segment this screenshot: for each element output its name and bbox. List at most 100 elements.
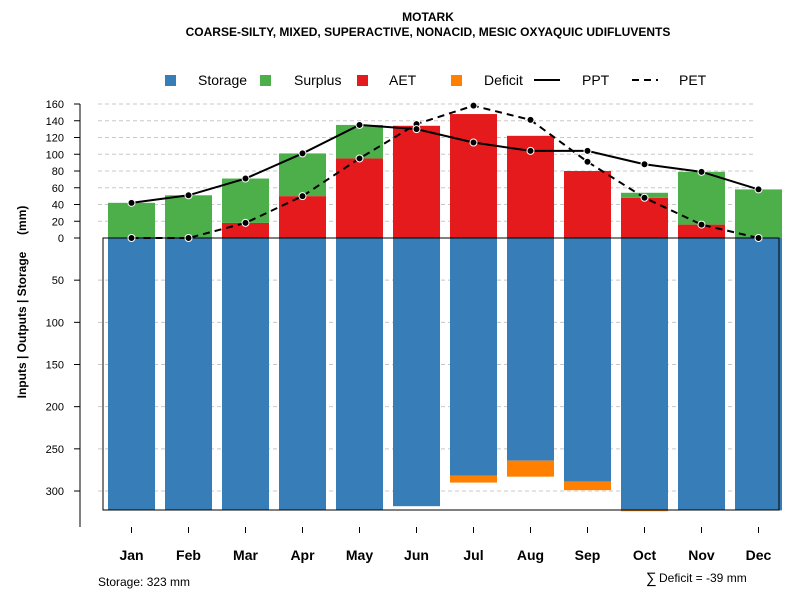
aet-bar-nov — [678, 224, 725, 238]
storage-bar-may — [336, 238, 383, 511]
x-tick-label-dec: Dec — [746, 547, 772, 563]
ppt-line — [131, 123, 759, 204]
storage-bar-feb — [165, 238, 212, 511]
surplus-bar-feb — [165, 195, 212, 238]
legend: Storage Surplus AET Deficit PPT PET — [165, 72, 707, 88]
ppt-point-nov — [697, 167, 706, 176]
storage-bar-jul — [450, 238, 497, 476]
y-tick-label-top-1: 140 — [46, 116, 64, 128]
y-tick-label-top-5: 60 — [52, 183, 64, 195]
legend-swatch-surplus — [260, 75, 271, 86]
deficit-bar-oct — [621, 510, 668, 512]
y-tick-label-bottom-4: 250 — [46, 444, 64, 456]
y-tick-label-bottom-5: 300 — [46, 486, 64, 498]
y-tick-label-top-0: 160 — [46, 99, 64, 111]
surplus-bar-jan — [108, 202, 155, 238]
y-tick-label-top-8: 0 — [58, 233, 64, 245]
pet-point-jan — [127, 234, 136, 242]
aet-bar-jun — [393, 125, 440, 238]
x-tick-label-jul: Jul — [463, 547, 483, 563]
legend-label-ppt: PPT — [582, 72, 610, 88]
pet-line — [131, 104, 759, 239]
axes: 16014012010080604020050100150200250300Ja… — [46, 99, 772, 563]
legend-label-pet: PET — [679, 72, 707, 88]
chart-subtitle: COARSE-SILTY, MIXED, SUPERACTIVE, NONACI… — [186, 25, 671, 39]
pet-point-sep — [583, 157, 592, 166]
storage-bar-sep — [564, 238, 611, 482]
lines — [127, 101, 763, 242]
deficit-sum-symbol: ∑ — [646, 570, 657, 587]
x-tick-label-nov: Nov — [688, 547, 715, 563]
pet-point-oct — [640, 193, 649, 202]
x-tick-label-oct: Oct — [633, 547, 657, 563]
surplus-bar-may — [336, 124, 383, 159]
ppt-point-dec — [754, 185, 763, 194]
storage-bar-aug — [507, 238, 554, 461]
aet-bar-apr — [279, 196, 326, 238]
ppt-point-oct — [640, 160, 649, 169]
storage-bar-jan — [108, 238, 155, 511]
storage-bar-apr — [279, 238, 326, 511]
x-tick-label-aug: Aug — [517, 547, 544, 563]
storage-bar-mar — [222, 238, 269, 511]
aet-bar-jul — [450, 114, 497, 238]
legend-swatch-storage — [165, 75, 176, 86]
storage-bar-nov — [678, 238, 725, 511]
storage-bar-oct — [621, 238, 668, 511]
pet-point-aug — [526, 115, 535, 124]
deficit-bar-sep — [564, 481, 611, 491]
storage-annotation: Storage: 323 mm — [98, 575, 190, 589]
pet-point-jul — [469, 101, 478, 110]
ppt-point-may — [355, 120, 364, 129]
pet-point-mar — [241, 218, 250, 227]
y-axis-label: Inputs | Outputs | Storage (mm) — [15, 206, 29, 399]
deficit-annotation: Deficit = -39 mm — [659, 571, 747, 585]
chart-title: MOTARK — [402, 10, 454, 24]
pet-point-dec — [754, 234, 763, 242]
x-tick-label-jan: Jan — [119, 547, 143, 563]
legend-label-storage: Storage — [198, 72, 247, 88]
ppt-point-jun — [412, 125, 421, 134]
pet-point-feb — [184, 234, 193, 242]
ppt-point-mar — [241, 174, 250, 183]
y-tick-label-top-4: 80 — [52, 166, 64, 178]
ppt-point-jul — [469, 138, 478, 147]
x-tick-label-apr: Apr — [290, 547, 315, 563]
x-tick-label-feb: Feb — [176, 547, 201, 563]
storage-bar-jun — [393, 238, 440, 507]
surplus-bar-dec — [735, 189, 782, 238]
x-tick-label-sep: Sep — [575, 547, 601, 563]
surplus-bar-nov — [678, 171, 725, 225]
aet-bar-oct — [621, 197, 668, 238]
ppt-point-sep — [583, 146, 592, 155]
legend-swatch-deficit — [451, 75, 462, 86]
y-tick-label-bottom-3: 200 — [46, 402, 64, 414]
aet-bar-mar — [222, 222, 269, 238]
legend-label-aet: AET — [389, 72, 417, 88]
y-tick-label-bottom-1: 100 — [46, 317, 64, 329]
x-tick-label-mar: Mar — [233, 547, 258, 563]
storage-bar-dec — [735, 238, 782, 511]
y-tick-label-top-6: 40 — [52, 200, 64, 212]
x-tick-label-may: May — [346, 547, 373, 563]
legend-label-deficit: Deficit — [484, 72, 523, 88]
y-tick-label-top-2: 120 — [46, 133, 64, 145]
deficit-bar-aug — [507, 460, 554, 477]
aet-bar-sep — [564, 171, 611, 238]
y-tick-label-top-7: 20 — [52, 216, 64, 228]
storage-frame — [102, 237, 780, 511]
ppt-point-feb — [184, 191, 193, 200]
legend-swatch-aet — [357, 75, 368, 86]
y-tick-label-top-3: 100 — [46, 149, 64, 161]
legend-label-surplus: Surplus — [294, 72, 341, 88]
pet-point-nov — [697, 220, 706, 229]
pet-point-may — [355, 154, 364, 163]
bars — [102, 114, 782, 512]
aet-bar-may — [336, 158, 383, 238]
x-tick-label-jun: Jun — [404, 547, 429, 563]
deficit-bar-jul — [450, 475, 497, 483]
ppt-point-apr — [298, 149, 307, 158]
ppt-point-aug — [526, 146, 535, 155]
ppt-point-jan — [127, 198, 136, 207]
